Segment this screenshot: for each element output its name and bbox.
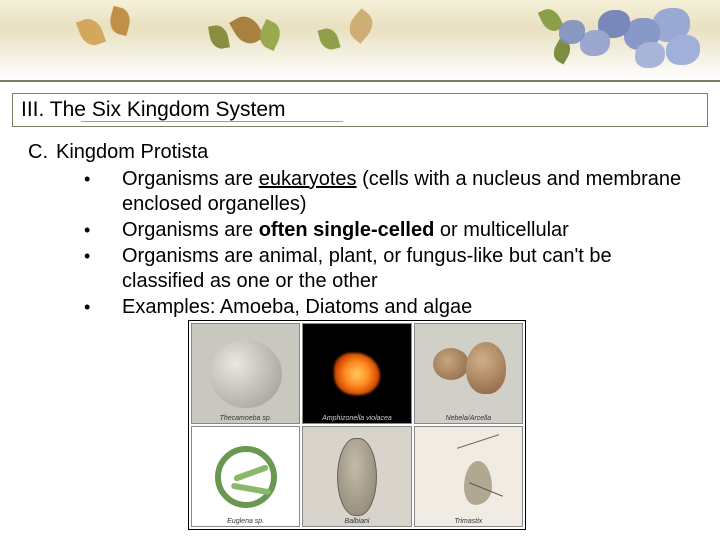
organism-icon (433, 348, 469, 380)
bullet-icon: • (84, 295, 122, 320)
organism-figure-grid: Thecamoeba sp. Amphizonella violacea Neb… (188, 320, 526, 530)
figure-cell: Trimastix (414, 426, 523, 527)
figure-cell: Nebela/Arcella (414, 323, 523, 424)
organism-icon (466, 342, 506, 394)
bullet-text: Organisms are eukaryotes (cells with a n… (122, 167, 698, 217)
title-underline (81, 121, 343, 123)
bullet-icon: • (84, 218, 122, 243)
figure-caption: Nebela/Arcella (415, 415, 522, 422)
bullet-icon: • (84, 167, 122, 217)
bullet-icon: • (84, 244, 122, 294)
organism-icon (337, 438, 377, 516)
figure-caption: Amphizonella violacea (303, 415, 410, 422)
organism-icon (215, 446, 277, 508)
figure-caption: Balbiani (303, 518, 410, 525)
figure-caption: Thecamoeba sp. (192, 415, 299, 422)
subsection-marker: C. (28, 140, 56, 165)
bullet-text: Organisms are often single-celled or mul… (122, 218, 698, 243)
subsection-heading: Kingdom Protista (56, 140, 208, 165)
figure-caption: Euglena sp. (192, 518, 299, 525)
list-item: • Examples: Amoeba, Diatoms and algae (84, 295, 698, 320)
list-item: • Organisms are eukaryotes (cells with a… (84, 167, 698, 217)
figure-cell: Thecamoeba sp. (191, 323, 300, 424)
bullet-text: Examples: Amoeba, Diatoms and algae (122, 295, 698, 320)
header-rule (0, 80, 720, 82)
figure-cell: Euglena sp. (191, 426, 300, 527)
figure-caption: Trimastix (415, 518, 522, 525)
figure-cell: Amphizonella violacea (302, 323, 411, 424)
section-title-box: III. The Six Kingdom System (12, 93, 708, 127)
list-item: • Organisms are animal, plant, or fungus… (84, 244, 698, 294)
bullet-text: Organisms are animal, plant, or fungus-l… (122, 244, 698, 294)
bullet-list: • Organisms are eukaryotes (cells with a… (84, 167, 698, 320)
organism-icon (210, 340, 282, 408)
section-title: III. The Six Kingdom System (21, 98, 286, 122)
figure-cell: Balbiani (302, 426, 411, 527)
subsection-heading-row: C. Kingdom Protista (28, 140, 698, 165)
header-decoration (0, 0, 720, 80)
list-item: • Organisms are often single-celled or m… (84, 218, 698, 243)
content-area: C. Kingdom Protista • Organisms are euka… (28, 140, 698, 321)
